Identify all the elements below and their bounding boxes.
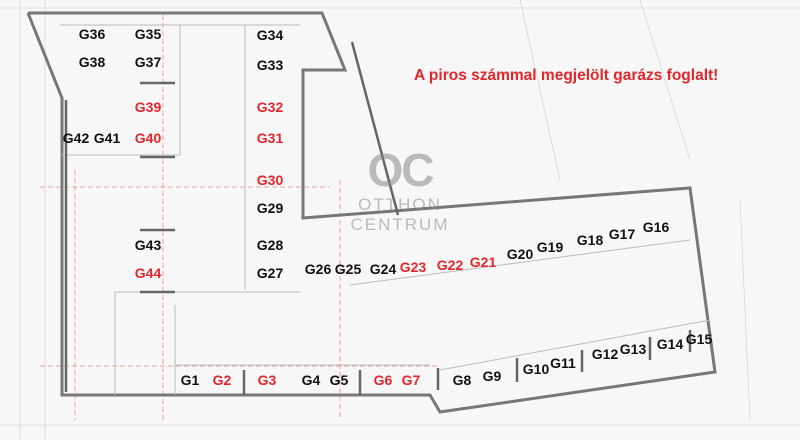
garage-label-g41: G41: [93, 130, 121, 146]
logo-line2: CENTRUM: [350, 215, 450, 234]
garage-label-g6: G6: [373, 372, 393, 388]
garage-label-g15: G15: [685, 331, 713, 347]
garage-label-g32: G32: [256, 99, 284, 115]
garage-label-g9: G9: [482, 368, 502, 384]
garage-label-g30: G30: [256, 172, 284, 188]
garage-label-g38: G38: [78, 54, 106, 70]
garage-label-g12: G12: [591, 346, 619, 362]
garage-label-g11: G11: [550, 355, 576, 371]
garage-label-g8: G8: [452, 372, 472, 388]
occupied-notice: A piros számmal megjelölt garázs foglalt…: [414, 67, 719, 84]
garage-label-g23: G23: [399, 259, 427, 275]
watermark-logo: OC OTTHON CENTRUM: [350, 145, 450, 235]
garage-label-g37: G37: [134, 54, 162, 70]
garage-label-g7: G7: [401, 372, 421, 388]
garage-label-g33: G33: [256, 57, 284, 73]
garage-label-g10: G10: [522, 361, 550, 377]
garage-label-g2: G2: [212, 372, 232, 388]
garage-label-g4: G4: [301, 372, 321, 388]
garage-label-g3: G3: [257, 372, 277, 388]
garage-label-g1: G1: [180, 372, 200, 388]
garage-label-g21: G21: [469, 254, 497, 270]
garage-label-g16: G16: [642, 219, 670, 235]
garage-label-g40: G40: [134, 130, 162, 146]
garage-label-g19: G19: [536, 239, 564, 255]
garage-label-g35: G35: [134, 26, 162, 42]
garage-label-g43: G43: [134, 237, 162, 253]
garage-label-g24: G24: [369, 261, 397, 277]
garage-label-g13: G13: [619, 341, 647, 357]
garage-label-g26: G26: [304, 261, 332, 277]
garage-label-g27: G27: [256, 265, 284, 281]
garage-label-g22: G22: [436, 257, 464, 273]
garage-label-g34: G34: [256, 27, 284, 43]
garage-label-g42: G42: [62, 130, 90, 146]
garage-label-g18: G18: [576, 232, 604, 248]
garage-label-g31: G31: [256, 130, 284, 146]
garage-label-g39: G39: [134, 99, 162, 115]
garage-label-g25: G25: [334, 261, 362, 277]
garage-label-g20: G20: [506, 246, 534, 262]
garage-label-g29: G29: [256, 200, 284, 216]
garage-label-g28: G28: [256, 237, 284, 253]
garage-label-g44: G44: [134, 265, 162, 281]
garage-label-g36: G36: [78, 26, 106, 42]
logo-line1: OTTHON: [358, 195, 442, 214]
logo-mark: OC: [367, 144, 435, 196]
garage-label-g14: G14: [656, 336, 684, 352]
garage-label-g5: G5: [329, 372, 349, 388]
garage-label-g17: G17: [608, 226, 636, 242]
